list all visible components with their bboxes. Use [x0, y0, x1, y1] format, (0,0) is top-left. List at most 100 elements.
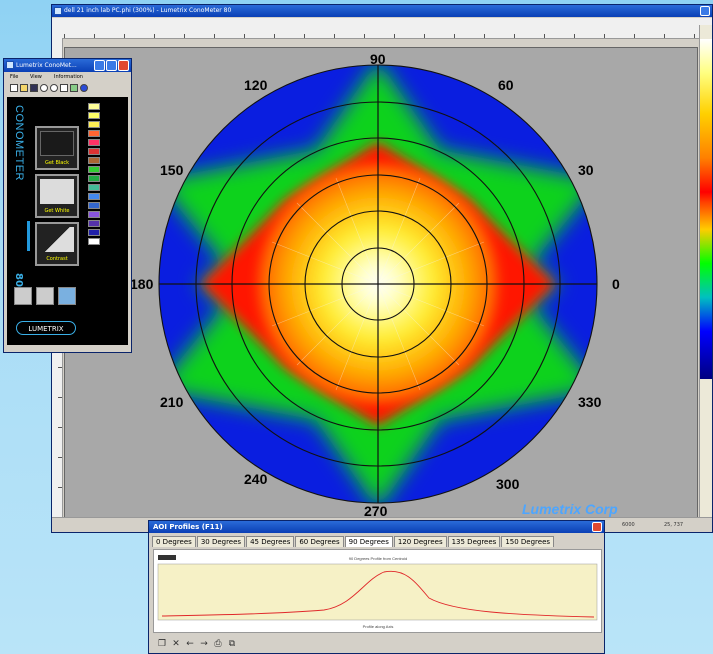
- contrast-swatch: [40, 227, 74, 252]
- conometer-menu: File View Information: [4, 72, 131, 82]
- open-icon[interactable]: [20, 84, 28, 92]
- profile-chart-title: 90 Degrees Profile from Centroid: [349, 556, 407, 561]
- main-title-bar: dell 21 inch lab PC.phi (300%) - Lumetri…: [52, 5, 712, 17]
- aoi-title-bar: AOI Profiles (F11): [149, 521, 604, 533]
- export-icon[interactable]: [58, 287, 76, 305]
- app-icon: [54, 7, 62, 15]
- conometer-panel: CONOMETER 80 Get Black Get White Contras…: [7, 97, 128, 345]
- angle-label-240: 240: [244, 471, 268, 487]
- contrast-button[interactable]: Contrast: [35, 222, 79, 266]
- arrow-right-icon[interactable]: →: [200, 639, 208, 649]
- palette-swatch-1[interactable]: [88, 112, 100, 119]
- palette-swatch-4[interactable]: [88, 139, 100, 146]
- angle-label-210: 210: [160, 394, 184, 410]
- tab-90-degrees[interactable]: 90 Degrees: [344, 536, 393, 547]
- contrast-label: Contrast: [46, 256, 68, 262]
- close-icon[interactable]: ✕: [172, 639, 180, 649]
- angle-label-0: 0: [612, 276, 620, 292]
- horizontal-ruler: [52, 18, 712, 39]
- profile-x-label: Profile along Axis: [363, 624, 394, 629]
- white-swatch: [40, 179, 74, 204]
- aoi-close-button[interactable]: [592, 522, 602, 532]
- camera-icon[interactable]: [60, 84, 68, 92]
- target-icon[interactable]: [40, 84, 48, 92]
- palette-swatch-0[interactable]: [88, 103, 100, 110]
- aoi-tabs: 0 Degrees 30 Degrees 45 Degrees 60 Degre…: [152, 536, 555, 547]
- close-button[interactable]: [118, 60, 129, 71]
- palette-swatch-3[interactable]: [88, 130, 100, 137]
- accent-bar: [27, 221, 30, 251]
- new-icon[interactable]: [10, 84, 18, 92]
- menu-file[interactable]: File: [10, 74, 19, 80]
- settings-icon[interactable]: [50, 84, 58, 92]
- angle-label-120: 120: [244, 77, 268, 93]
- conometer-brand-text: CONOMETER: [13, 105, 25, 181]
- profile-chart-svg: 90 Degrees Profile from Centroid Profile…: [154, 550, 601, 632]
- copy-icon[interactable]: [14, 287, 32, 305]
- profile-curve: [161, 570, 595, 618]
- color-scale-bar: [700, 39, 712, 379]
- get-black-label: Get Black: [44, 160, 70, 166]
- aoi-profiles-window: AOI Profiles (F11) 0 Degrees 30 Degrees …: [148, 520, 605, 654]
- restore-button[interactable]: [700, 6, 710, 16]
- tab-150-degrees[interactable]: 150 Degrees: [501, 536, 555, 547]
- angle-label-60: 60: [498, 77, 514, 93]
- palette-swatch-11[interactable]: [88, 202, 100, 209]
- angle-label-330: 330: [578, 394, 602, 410]
- palette-swatch-7[interactable]: [88, 166, 100, 173]
- paste-icon[interactable]: [36, 287, 54, 305]
- aoi-title: AOI Profiles (F11): [153, 523, 223, 531]
- profile-chart: 90 Degrees Profile from Centroid Profile…: [153, 549, 602, 633]
- tab-60-degrees[interactable]: 60 Degrees: [295, 536, 344, 547]
- save-icon[interactable]: [30, 84, 38, 92]
- conometer-app-icon: [6, 61, 14, 69]
- conometer-toolbar: [10, 84, 88, 94]
- angle-label-90: 90: [370, 51, 386, 67]
- minimize-button[interactable]: [94, 60, 105, 71]
- palette-swatch-6[interactable]: [88, 157, 100, 164]
- palette-swatch-15[interactable]: [88, 238, 100, 245]
- lumetrix-watermark: Lumetrix Corp: [522, 501, 618, 517]
- polar-axes: [159, 65, 597, 503]
- lumetrix-logo: LUMETRIX: [16, 321, 76, 335]
- print-icon[interactable]: ⎙: [214, 639, 222, 649]
- status-coords: 25, 737: [664, 522, 684, 528]
- info-icon[interactable]: [80, 84, 88, 92]
- get-black-button[interactable]: Get Black: [35, 126, 79, 170]
- conometer-title: Lumetrix ConoMet...: [16, 62, 77, 69]
- menu-information[interactable]: Information: [54, 74, 83, 80]
- arrow-left-icon[interactable]: ←: [186, 639, 194, 649]
- color-palette: [88, 103, 102, 247]
- palette-swatch-9[interactable]: [88, 184, 100, 191]
- copy-icon[interactable]: ❐: [157, 639, 167, 649]
- palette-swatch-8[interactable]: [88, 175, 100, 182]
- palette-swatch-13[interactable]: [88, 220, 100, 227]
- tab-120-degrees[interactable]: 120 Degrees: [393, 536, 447, 547]
- palette-swatch-10[interactable]: [88, 193, 100, 200]
- angle-label-180: 180: [130, 276, 154, 292]
- clipboard-icon[interactable]: ⧉: [228, 639, 236, 649]
- main-window-title: dell 21 inch lab PC.phi (300%) - Lumetri…: [64, 7, 232, 14]
- palette-swatch-14[interactable]: [88, 229, 100, 236]
- conometer-bottom-tools: [14, 287, 76, 305]
- tab-135-degrees[interactable]: 135 Degrees: [447, 536, 501, 547]
- profile-legend-chip: [158, 555, 176, 560]
- tab-30-degrees[interactable]: 30 Degrees: [196, 536, 246, 547]
- tab-0-degrees[interactable]: 0 Degrees: [152, 536, 196, 547]
- black-swatch: [40, 131, 74, 156]
- maximize-button[interactable]: [106, 60, 117, 71]
- grid-icon[interactable]: [70, 84, 78, 92]
- conometer-title-bar: Lumetrix ConoMet...: [4, 59, 131, 72]
- tab-45-degrees[interactable]: 45 Degrees: [246, 536, 295, 547]
- status-value: 6000: [622, 522, 635, 528]
- palette-swatch-5[interactable]: [88, 148, 100, 155]
- palette-swatch-2[interactable]: [88, 121, 100, 128]
- get-white-label: Get White: [44, 208, 70, 214]
- palette-swatch-12[interactable]: [88, 211, 100, 218]
- get-white-button[interactable]: Get White: [35, 174, 79, 218]
- conometer-window: Lumetrix ConoMet... File View Informatio…: [3, 58, 132, 353]
- angle-labels: 0 30 60 90 120 150 180 210 240 270 300 3…: [130, 51, 620, 519]
- menu-view[interactable]: View: [30, 74, 42, 80]
- profile-plot-area: [157, 563, 598, 621]
